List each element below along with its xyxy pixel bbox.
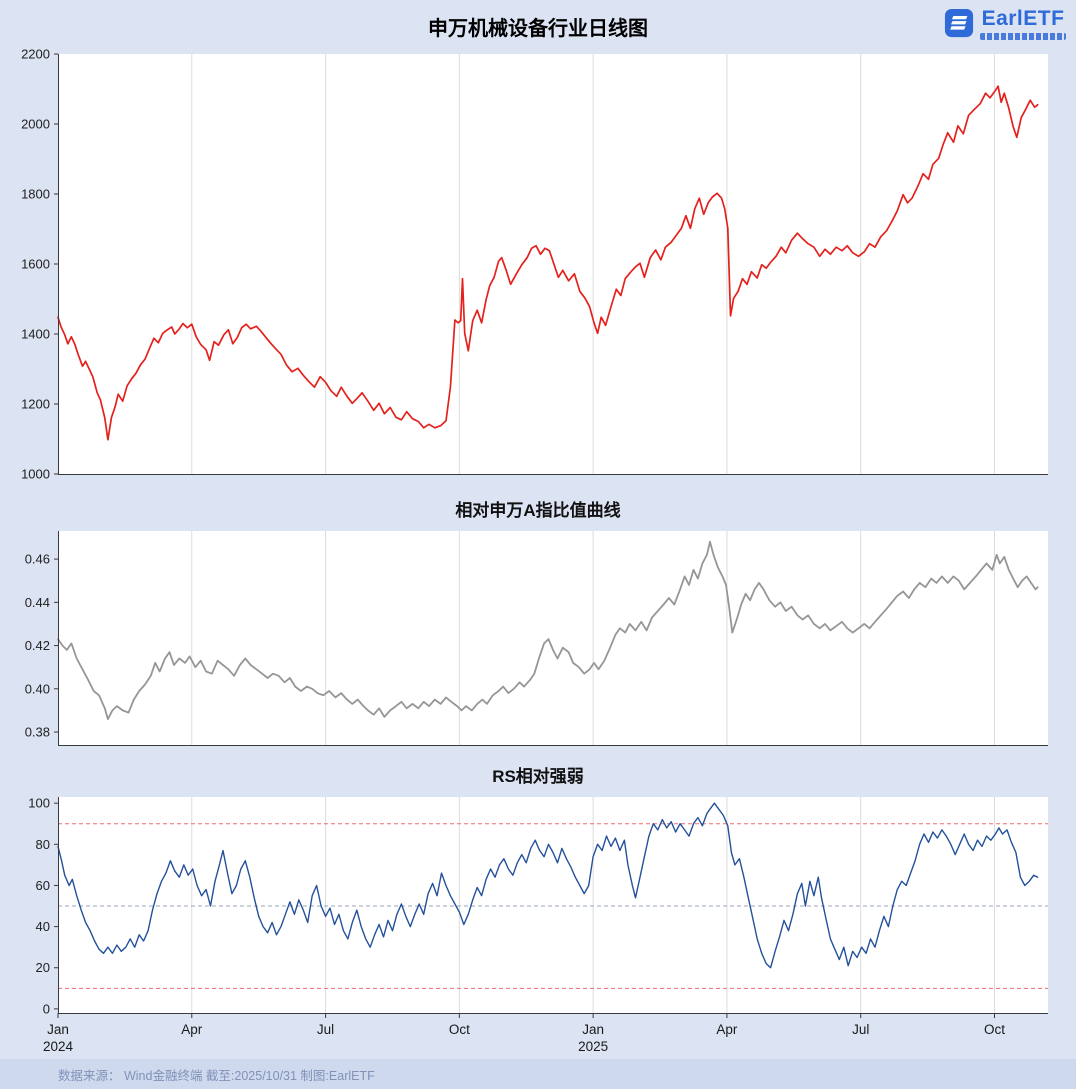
data-source-note: 数据来源： Wind金融终端 截至:2025/10/31 制图:EarlETF <box>58 1068 375 1083</box>
price-ytick-label: 1000 <box>21 467 50 482</box>
ratio-ytick-label: 0.38 <box>25 725 50 740</box>
xtick-label: Jul <box>852 1022 869 1037</box>
page-title: 申万机械设备行业日线图 <box>428 18 648 40</box>
xtick-label: Oct <box>449 1022 470 1037</box>
price-ytick-label: 1600 <box>21 257 50 272</box>
price-ytick-label: 2200 <box>21 47 50 62</box>
ratio-ytick-label: 0.40 <box>25 681 50 696</box>
price-ytick-label: 1200 <box>21 397 50 412</box>
ratio-series-line <box>57 540 1039 721</box>
logo-text-column: EarlETF <box>980 8 1066 40</box>
rs-ytick-label: 20 <box>36 960 50 975</box>
price-series-line <box>57 85 1039 441</box>
rs-ytick-label: 80 <box>36 837 50 852</box>
price-ytick-label: 1400 <box>21 327 50 342</box>
rs-chart: 0 20 40 60 80 100 Jan 2024 Apr Jul Oct Jan 2025 Apr Ju… <box>28 796 1048 1054</box>
ratio-chart: 0.38 0.40 0.42 0.44 0.46 <box>25 531 1048 746</box>
logo-wordmark: EarlETF <box>981 7 1065 30</box>
ratio-ytick-label: 0.44 <box>25 595 50 610</box>
ratio-ytick-label: 0.46 <box>25 552 50 567</box>
header: 申万机械设备行业日线图 EarlETF <box>0 0 1076 44</box>
xtick-label: Apr <box>181 1022 203 1037</box>
price-ytick-label: 2000 <box>21 117 50 132</box>
xtick-label: Apr <box>716 1022 738 1037</box>
price-chart: 1000 1200 1400 1600 1800 2000 2200 <box>21 47 1048 482</box>
rs-series-line <box>57 802 1039 969</box>
xtick-label: Jul <box>317 1022 334 1037</box>
price-ytick-label: 1800 <box>21 187 50 202</box>
earletf-logo-icon <box>944 8 974 38</box>
xtick-label: Oct <box>984 1022 1005 1037</box>
ratio-chart-title: 相对申万A指比值曲线 <box>455 501 621 520</box>
rs-ytick-label: 40 <box>36 919 50 934</box>
ratio-ytick-label: 0.42 <box>25 638 50 653</box>
xtick-label: Jan <box>47 1022 69 1037</box>
xtick-year-label: 2024 <box>43 1039 74 1054</box>
xtick-label: Jan <box>582 1022 604 1037</box>
rs-ytick-label: 60 <box>36 878 50 893</box>
logo-tagline <box>980 33 1066 40</box>
rs-ytick-label: 100 <box>28 796 50 811</box>
earletf-logo: EarlETF <box>944 8 1066 40</box>
footer-bar: 数据来源： Wind金融终端 截至:2025/10/31 制图:EarlETF <box>0 1059 1076 1089</box>
rs-ytick-label: 0 <box>43 1001 50 1016</box>
xtick-year-label: 2025 <box>578 1039 608 1054</box>
rs-chart-title: RS相对强弱 <box>492 767 584 786</box>
